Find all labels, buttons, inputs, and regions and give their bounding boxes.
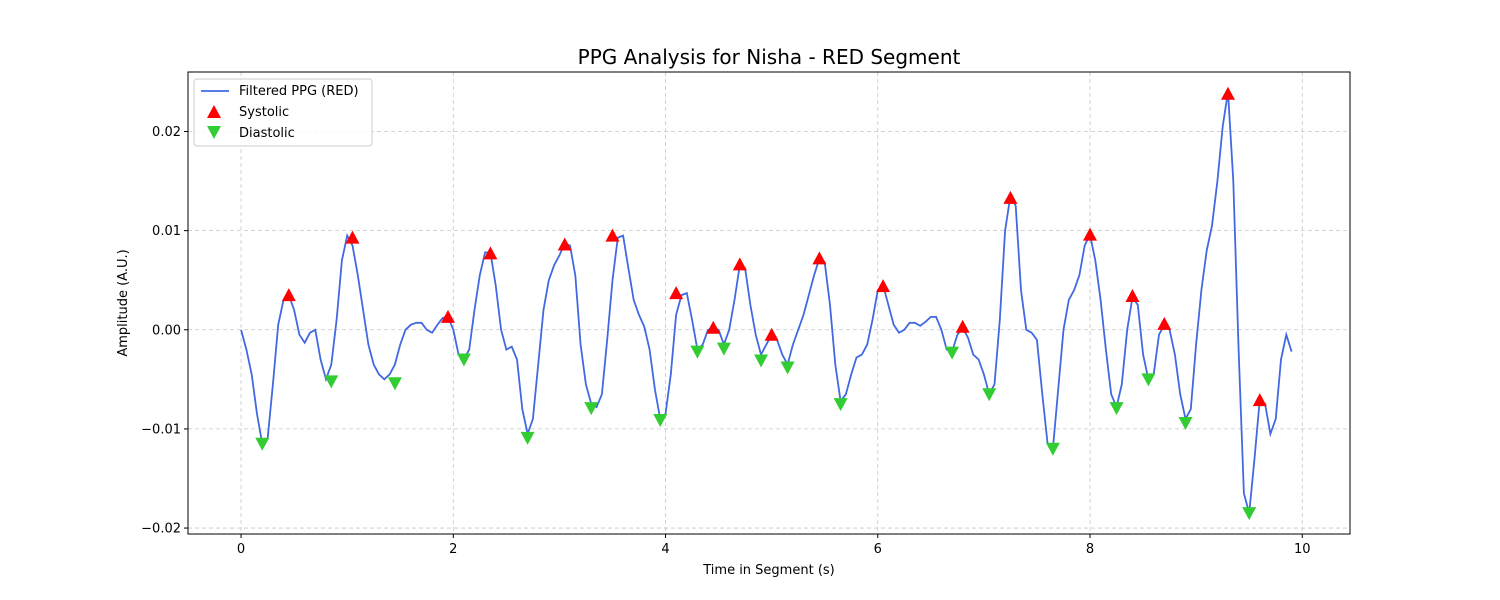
series-line-filtered-ppg bbox=[240, 91, 1293, 514]
legend-systolic-swatch bbox=[207, 105, 221, 118]
systolic-marker bbox=[1220, 86, 1235, 100]
systolic-marker bbox=[483, 246, 498, 260]
x-tick-label: 8 bbox=[1086, 542, 1094, 557]
systolic-marker bbox=[1252, 393, 1267, 407]
diastolic-marker bbox=[1178, 416, 1193, 430]
systolic-marker bbox=[732, 257, 747, 271]
systolic-marker bbox=[1157, 316, 1172, 330]
systolic-marker bbox=[281, 288, 296, 302]
diastolic-marker bbox=[1141, 373, 1156, 387]
diastolic-marker bbox=[982, 388, 997, 402]
diastolic-marker bbox=[520, 431, 535, 445]
systolic-marker bbox=[1083, 227, 1098, 241]
diastolic-marker bbox=[716, 342, 731, 356]
x-tick-label: 2 bbox=[449, 542, 457, 557]
x-axis-label: Time in Segment (s) bbox=[702, 563, 834, 578]
diastolic-marker bbox=[1242, 507, 1257, 521]
y-tick-label: −0.02 bbox=[141, 522, 181, 537]
diastolic-marker bbox=[690, 345, 705, 359]
legend: Filtered PPG (RED) Systolic Diastolic bbox=[193, 78, 373, 147]
systolic-marker bbox=[876, 279, 891, 293]
y-tick-label: 0.02 bbox=[152, 125, 181, 140]
x-tick-label: 0 bbox=[237, 542, 245, 557]
systolic-marker bbox=[764, 327, 779, 341]
systolic-marker bbox=[557, 237, 572, 251]
legend-label-diastolic: Diastolic bbox=[239, 126, 295, 141]
diastolic-marker bbox=[584, 402, 599, 416]
systolic-marker bbox=[706, 320, 721, 334]
diastolic-marker bbox=[1109, 402, 1124, 416]
systolic-markers bbox=[281, 86, 1267, 407]
diastolic-marker bbox=[754, 354, 769, 368]
diastolic-marker bbox=[324, 375, 339, 389]
axes-frame bbox=[187, 71, 1351, 535]
diastolic-marker bbox=[833, 398, 848, 412]
systolic-marker bbox=[1003, 190, 1018, 204]
diastolic-marker bbox=[387, 377, 402, 391]
systolic-marker bbox=[812, 251, 827, 265]
systolic-marker bbox=[440, 309, 455, 323]
diastolic-marker bbox=[1045, 442, 1060, 456]
y-tick-label: 0.00 bbox=[152, 323, 181, 338]
diastolic-markers bbox=[255, 342, 1257, 521]
systolic-marker bbox=[345, 230, 360, 244]
systolic-marker bbox=[669, 286, 684, 300]
y-tick-label: −0.01 bbox=[141, 422, 181, 437]
plot-area bbox=[240, 86, 1293, 521]
diastolic-marker bbox=[255, 437, 270, 451]
legend-diastolic-swatch bbox=[207, 126, 221, 139]
x-axis-ticks: 0 2 4 6 8 10 bbox=[237, 534, 1311, 557]
x-tick-label: 4 bbox=[661, 542, 669, 557]
systolic-marker bbox=[955, 319, 970, 333]
y-axis-label: Amplitude (A.U.) bbox=[116, 249, 131, 356]
x-tick-label: 10 bbox=[1294, 542, 1311, 557]
legend-label-filtered-ppg: Filtered PPG (RED) bbox=[239, 84, 359, 99]
diastolic-marker bbox=[653, 413, 668, 427]
legend-label-systolic: Systolic bbox=[239, 105, 289, 120]
legend-box bbox=[193, 78, 373, 147]
systolic-marker bbox=[1125, 289, 1140, 303]
y-axis-ticks: −0.02 −0.01 0.00 0.01 0.02 bbox=[141, 125, 188, 537]
diastolic-marker bbox=[456, 353, 471, 367]
diastolic-marker bbox=[780, 361, 795, 375]
chart-title: PPG Analysis for Nisha - RED Segment bbox=[578, 45, 961, 69]
grid bbox=[188, 72, 1350, 534]
y-tick-label: 0.01 bbox=[152, 224, 181, 239]
diastolic-marker bbox=[945, 346, 960, 360]
systolic-marker bbox=[605, 228, 620, 242]
x-tick-label: 6 bbox=[874, 542, 882, 557]
